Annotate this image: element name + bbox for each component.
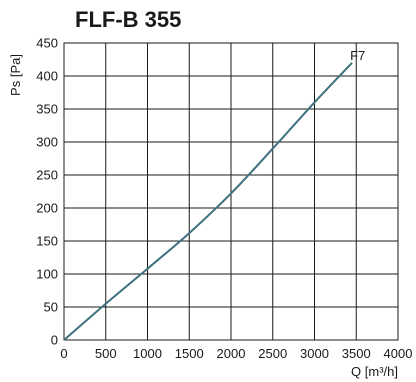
x-tick-label: 4000 bbox=[384, 346, 413, 361]
y-tick-label: 250 bbox=[36, 168, 58, 183]
x-tick-label: 3500 bbox=[342, 346, 371, 361]
x-axis-label: Q [m³/h] bbox=[351, 364, 398, 379]
y-tick-label: 200 bbox=[36, 201, 58, 216]
x-tick-label: 1500 bbox=[175, 346, 204, 361]
x-tick-label: 0 bbox=[60, 346, 67, 361]
series-line-f7 bbox=[63, 62, 353, 341]
tick-labels: 0 500 1000 1500 2000 2500 3000 3500 4000 0 50 100 15… bbox=[36, 36, 412, 362]
y-tick-label: 350 bbox=[36, 102, 58, 117]
x-tick-label: 500 bbox=[95, 346, 117, 361]
chart-title: FLF-B 355 bbox=[75, 7, 181, 32]
y-tick-label: 100 bbox=[36, 267, 58, 282]
series-layer: F7 bbox=[63, 48, 365, 341]
x-tick-label: 2500 bbox=[258, 346, 287, 361]
series-label-f7: F7 bbox=[350, 48, 365, 63]
x-tick-label: 1000 bbox=[133, 346, 162, 361]
y-tick-label: 400 bbox=[36, 69, 58, 84]
y-tick-label: 450 bbox=[36, 36, 58, 51]
x-tick-label: 2000 bbox=[217, 346, 246, 361]
y-tick-label: 300 bbox=[36, 135, 58, 150]
y-axis-label: Ps [Pa] bbox=[8, 54, 23, 96]
y-tick-label: 0 bbox=[51, 333, 58, 348]
x-tick-label: 3000 bbox=[300, 346, 329, 361]
y-tick-label: 50 bbox=[44, 300, 58, 315]
grid bbox=[63, 42, 399, 341]
y-tick-label: 150 bbox=[36, 234, 58, 249]
